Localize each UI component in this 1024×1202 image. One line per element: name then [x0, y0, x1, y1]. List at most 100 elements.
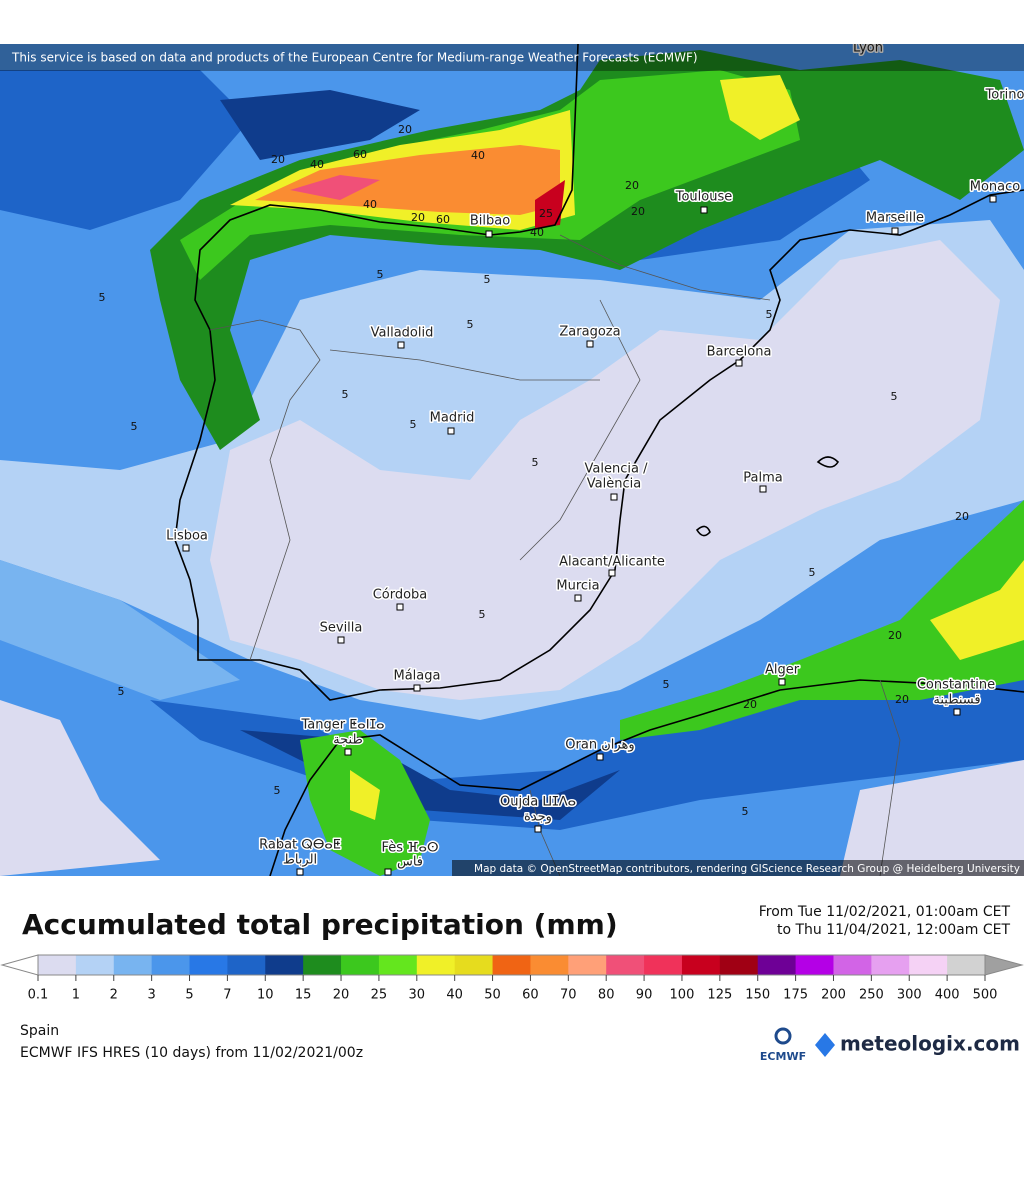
precip-area [220, 90, 420, 160]
place-marker [891, 227, 899, 235]
precip-area [0, 70, 250, 230]
legend-swatch [909, 955, 948, 975]
contour-label: 20 [271, 153, 285, 166]
legend-swatch [227, 955, 266, 975]
place-label: Alger [765, 663, 800, 678]
place-label: قسنطينة [933, 693, 980, 708]
legend-swatch [303, 955, 342, 975]
coastline [174, 44, 1024, 876]
place-marker [337, 636, 345, 644]
contour-label: 5 [809, 566, 816, 579]
legend-swatch [681, 955, 721, 975]
legend-tick-label: 100 [670, 988, 695, 1003]
contour-label: 5 [342, 388, 349, 401]
precip-area [930, 560, 1024, 660]
contour-label: 5 [742, 805, 749, 818]
legend-tick-label: 60 [522, 988, 539, 1003]
place-label: Lyon [853, 41, 883, 56]
legend-swatch [113, 955, 153, 975]
place-marker [735, 359, 743, 367]
legend-tick-label: 20 [333, 988, 350, 1003]
precip-area [535, 180, 565, 228]
attribution-top: This service is based on data and produc… [11, 51, 698, 65]
coastline [816, 456, 840, 468]
meteologix-logo-text: meteologix.com [840, 1032, 1020, 1056]
place-marker [534, 825, 542, 833]
legend-tick-label: 15 [295, 988, 312, 1003]
place-marker [989, 195, 997, 203]
contour-label: 5 [479, 608, 486, 621]
contour-label: 5 [118, 685, 125, 698]
place-label: Sevilla [320, 621, 363, 636]
place-label: Málaga [394, 669, 441, 684]
legend-tick-label: 40 [446, 988, 463, 1003]
contour-label: 5 [532, 456, 539, 469]
place-label: Valencia / [585, 462, 649, 477]
legend-tick-label: 175 [783, 988, 808, 1003]
place-label: Lisboa [166, 529, 208, 544]
legend-swatch [378, 955, 418, 975]
place-marker [574, 594, 582, 602]
legend-tick-label: 1 [72, 988, 80, 1003]
coastline [269, 679, 1024, 876]
border [519, 299, 641, 561]
legend-swatch [644, 955, 683, 975]
place-marker [296, 868, 304, 876]
legend-tick-label: 7 [223, 988, 231, 1003]
precip-area [290, 175, 380, 200]
place-label: Tanger ⵟⴰⵏⵊⴰ [301, 718, 385, 733]
legend-tick-label: 90 [636, 988, 653, 1003]
contour-label: 5 [766, 308, 773, 321]
legend-swatch [454, 955, 494, 975]
place-label: Palma [743, 471, 782, 486]
place-marker [182, 544, 190, 552]
legend-tick-label: 3 [147, 988, 155, 1003]
place-label: Monaco [970, 180, 1021, 195]
contour-label: 20 [743, 698, 757, 711]
coastline [695, 525, 711, 537]
contour-label: 5 [484, 273, 491, 286]
borders [209, 234, 901, 876]
region: Spain [20, 1023, 59, 1039]
legend-tick-label: 200 [821, 988, 846, 1003]
place-label: Córdoba [373, 588, 428, 603]
place-label: Rabat ⵕⴱⴰⵟ [259, 838, 341, 853]
contour-label: 5 [467, 318, 474, 331]
place-marker [384, 868, 392, 876]
contour-label: 5 [99, 291, 106, 304]
legend-swatch [795, 955, 834, 975]
place-label: Valladolid [371, 326, 434, 341]
legend-tick-label: 2 [110, 988, 118, 1003]
place-label: Murcia [556, 579, 599, 594]
place-label: Oran وهران [565, 738, 634, 753]
contour-label: 5 [131, 420, 138, 433]
attribution-band [0, 44, 1024, 71]
contour-label: 5 [410, 418, 417, 431]
contour-label: 40 [530, 226, 544, 239]
place-label: Oujda ⵡⵊⴷⴰ [500, 795, 576, 810]
legend-tick-label: 5 [185, 988, 193, 1003]
place-label: Constantine [917, 678, 995, 693]
contour-label: 40 [471, 149, 485, 162]
contour-label: 20 [631, 205, 645, 218]
legend-swatch [568, 955, 607, 975]
place-marker [953, 708, 961, 716]
place-marker [608, 569, 616, 577]
place-label: Fès ⴼⴰⵙ [382, 841, 439, 856]
place-label: طنجة [333, 733, 363, 748]
period-from: From Tue 11/02/2021, 01:00am CET [759, 904, 1011, 920]
contour-label: 20 [955, 510, 969, 523]
legend-tick-label: 150 [745, 988, 770, 1003]
legend-tick-label: 10 [257, 988, 274, 1003]
precip-area [840, 760, 1024, 876]
legend-swatch [530, 955, 569, 975]
legend-arrow-high [984, 954, 1024, 976]
contour-label: 5 [891, 390, 898, 403]
place-marker [344, 748, 352, 756]
place-label: Zaragoza [559, 325, 620, 340]
place-label: وجدة [524, 810, 552, 825]
attribution-band [452, 860, 1024, 876]
legend-swatch [38, 955, 77, 975]
